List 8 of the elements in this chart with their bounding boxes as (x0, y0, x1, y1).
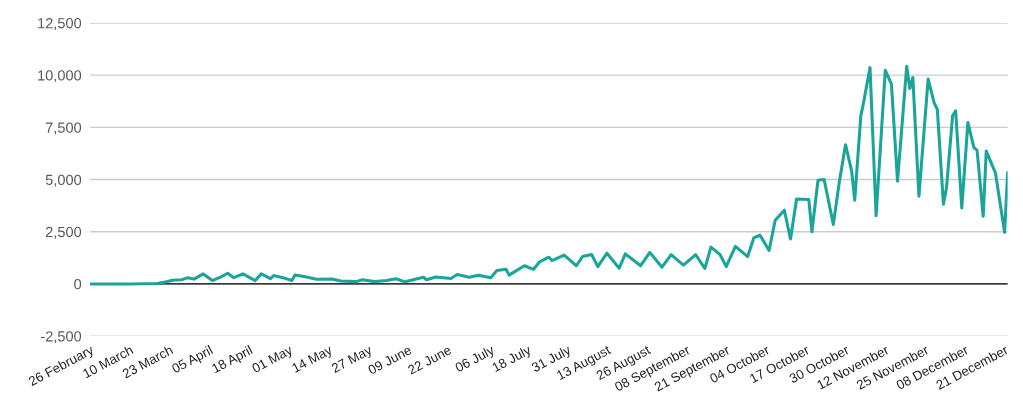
y-tick-label: 7,500 (45, 122, 82, 135)
line-series (90, 64, 1008, 286)
y-tick-label: 0 (74, 279, 82, 290)
y-tick-label: 12,500 (38, 18, 82, 31)
y-tick-label: 5,000 (45, 174, 82, 187)
y-tick-label: 10,000 (38, 70, 82, 83)
y-tick-label: -2,500 (40, 331, 82, 344)
y-tick-label: 2,500 (45, 226, 82, 239)
